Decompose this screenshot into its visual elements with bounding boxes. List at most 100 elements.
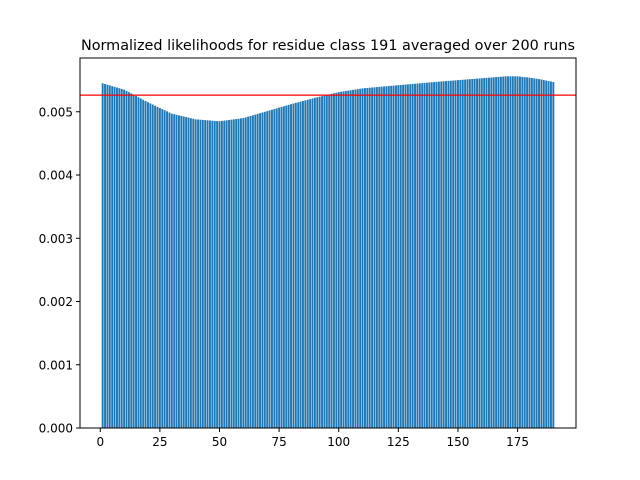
bar [371,87,374,429]
bar [211,120,214,429]
bar [199,119,202,428]
bar [356,89,359,429]
bar [178,115,180,429]
bar [433,82,436,428]
bar [533,78,536,429]
bar [313,97,316,428]
bar [273,109,276,428]
bar [538,79,540,429]
x-tick-label: 25 [152,435,167,449]
bar [149,103,152,428]
bar [271,109,273,429]
bar [342,91,345,428]
bar [111,86,114,429]
bar [430,82,433,428]
bar [335,92,338,428]
bar [330,93,333,429]
x-tick-label: 100 [327,435,350,449]
bar [387,86,390,428]
bar [302,101,304,428]
bar [108,85,111,428]
bar [306,99,309,429]
bar [235,119,238,428]
bar [352,89,354,428]
bar [540,79,543,428]
bar [385,86,388,428]
bar [375,87,378,428]
bar [123,89,126,429]
bar [440,81,443,429]
bar [206,120,209,429]
bar [287,104,290,429]
bar [228,119,230,428]
bar [297,102,300,429]
x-tick-label: 75 [271,435,286,449]
bar [457,80,459,428]
bar [449,80,452,429]
bar [158,107,161,428]
bar [516,76,519,428]
bar [285,105,288,428]
bar [347,90,350,428]
bar [325,95,328,428]
y-axis-ticks: 0.000 0.001 0.002 0.003 0.004 0.005 [39,105,80,436]
bar [461,79,464,428]
axes-frame [79,57,577,429]
bar [499,76,502,428]
bar [209,120,211,429]
bar [161,109,164,428]
bar [383,86,385,429]
bar [480,78,483,429]
bar [411,83,414,429]
bar [414,83,416,428]
bar [249,116,252,428]
bar [290,104,292,429]
bar [528,77,531,429]
bar [344,91,347,429]
bar [426,82,428,429]
bar [192,118,195,428]
bar [213,120,216,429]
bar [466,79,469,428]
bar [442,81,445,428]
bar [490,77,493,428]
bar [216,121,219,428]
bar [132,94,135,429]
y-tick-label: 0.001 [39,358,73,372]
bar [220,120,223,429]
bar [368,87,371,428]
bar [116,87,118,429]
bar [497,76,500,428]
bar [421,83,424,428]
bar [120,88,123,429]
bar [523,77,526,428]
bar [185,117,188,428]
bar [182,116,185,428]
bar [237,118,240,428]
bar [485,77,488,429]
bar [268,110,271,429]
y-tick-label: 0.000 [39,422,73,436]
bar [521,76,524,428]
bar [194,119,197,428]
bar [445,81,447,428]
bar [404,84,407,428]
bar [550,81,552,428]
bar [545,80,548,429]
bar [280,106,283,428]
bar [366,87,369,428]
bar [464,79,467,428]
bar [118,88,121,428]
bar [471,79,474,428]
bar [101,83,104,429]
bar [173,114,176,428]
bar [318,96,321,429]
bar [144,101,147,428]
bar [359,88,362,429]
bar [292,103,295,428]
bar [201,119,204,429]
chart-title: Normalized likelihoods for residue class… [81,38,575,54]
bar [333,93,335,428]
bar [175,114,178,429]
bar [242,118,245,428]
